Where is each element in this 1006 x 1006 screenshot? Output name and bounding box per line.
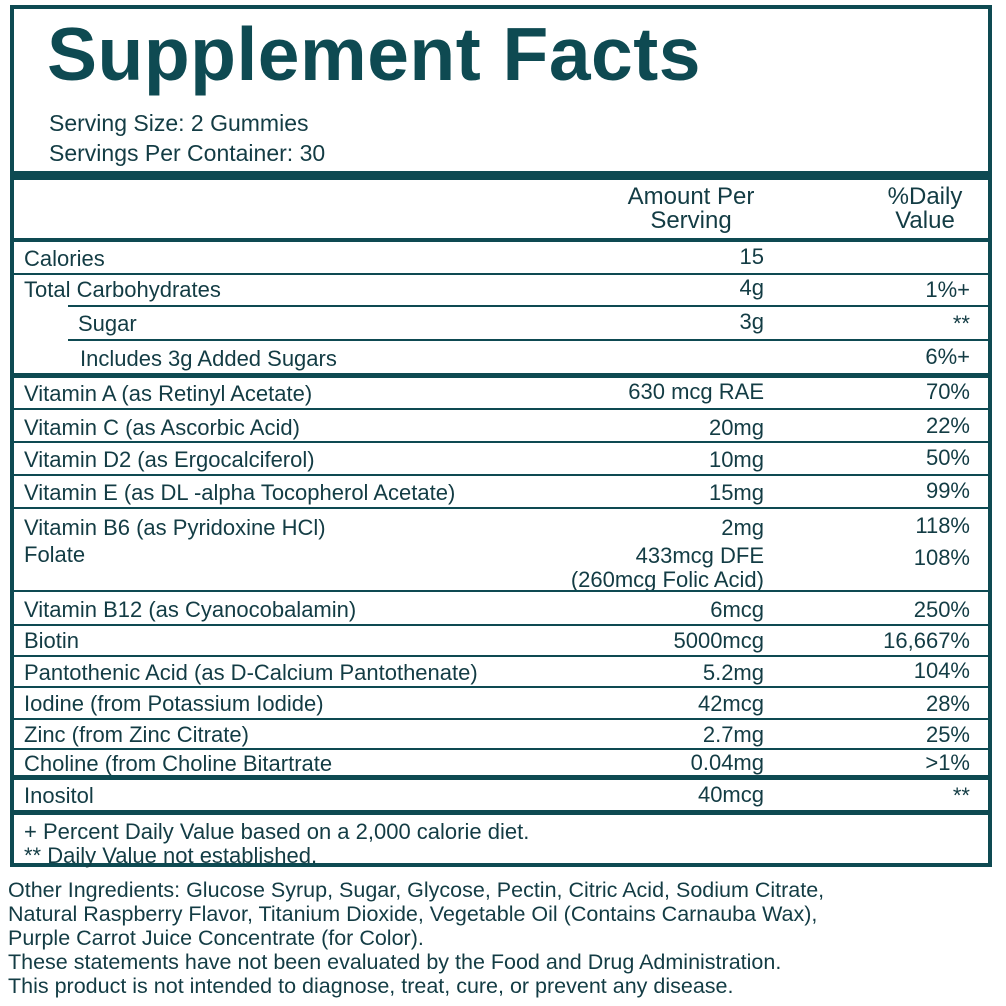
nutrient-name: Includes 3g Added Sugars bbox=[80, 346, 337, 371]
footnote-not-established: ** Daily Value not established. bbox=[24, 843, 318, 868]
nutrient-name: Biotin bbox=[24, 628, 80, 653]
row-divider bbox=[14, 748, 988, 750]
nutrient-amount: 4g bbox=[739, 275, 764, 300]
nutrient-amount: 630 mcg RAE bbox=[628, 379, 764, 404]
nutrient-name: Inositol bbox=[24, 783, 94, 808]
row-divider bbox=[14, 474, 988, 476]
nutrient-amount: 6mcg bbox=[710, 597, 764, 622]
daily-value-header: %Daily Value bbox=[870, 185, 980, 233]
amount-header: Amount Per Serving bbox=[606, 185, 776, 233]
nutrient-name: Vitamin C (as Ascorbic Acid) bbox=[24, 415, 300, 440]
nutrient-name: Folate bbox=[24, 542, 86, 567]
nutrient-name: Total Carbohydrates bbox=[24, 277, 221, 302]
nutrient-daily-value: 28% bbox=[925, 691, 970, 716]
row-divider bbox=[14, 624, 988, 626]
section-divider bbox=[14, 775, 988, 780]
nutrient-daily-value: 118% bbox=[915, 513, 970, 538]
header-divider bbox=[14, 238, 988, 242]
section-divider bbox=[14, 810, 988, 815]
nutrient-daily-value: >1% bbox=[925, 750, 970, 775]
nutrient-amount: 3g bbox=[739, 309, 764, 334]
nutrient-daily-value: ** bbox=[952, 783, 970, 808]
nutrient-daily-value: 1%+ bbox=[925, 277, 970, 302]
nutrient-daily-value: 22% bbox=[925, 413, 970, 438]
servings-per-container: Servings Per Container: 30 bbox=[49, 140, 326, 166]
nutrient-amount: 5000mcg bbox=[673, 628, 764, 653]
nutrient-daily-value: 70% bbox=[925, 379, 970, 404]
nutrient-amount: 15 bbox=[739, 244, 764, 269]
nutrient-daily-value: 108% bbox=[913, 545, 970, 570]
nutrient-amount: 5.2mg bbox=[702, 660, 764, 685]
nutrient-name: Calories bbox=[24, 246, 105, 271]
row-divider bbox=[14, 441, 988, 443]
footnote-percent-daily-value: + Percent Daily Value based on a 2,000 c… bbox=[24, 819, 530, 844]
nutrient-name: Zinc (from Zinc Citrate) bbox=[24, 722, 249, 747]
other-ingredients-line3: Purple Carrot Juice Concentrate (for Col… bbox=[8, 926, 424, 950]
serving-size: Serving Size: 2 Gummies bbox=[49, 110, 309, 136]
other-ingredients-line1: Other Ingredients: Glucose Syrup, Sugar,… bbox=[8, 878, 825, 902]
nutrient-name: Vitamin E (as DL -alpha Tocopherol Aceta… bbox=[24, 480, 456, 505]
section-divider bbox=[14, 373, 988, 378]
nutrient-name: Vitamin A (as Retinyl Acetate) bbox=[24, 381, 313, 406]
nutrient-amount: 0.04mg bbox=[690, 750, 764, 775]
nutrient-daily-value: ** bbox=[952, 311, 970, 336]
nutrient-name: Sugar bbox=[78, 311, 137, 336]
row-divider bbox=[68, 339, 988, 341]
row-divider bbox=[14, 686, 988, 688]
row-divider bbox=[14, 590, 988, 592]
nutrient-amount: 40mcg bbox=[697, 782, 764, 807]
row-divider bbox=[14, 273, 988, 275]
nutrient-amount: 433mcg DFE bbox=[635, 543, 764, 568]
nutrient-name: Iodine (from Potassium Iodide) bbox=[24, 691, 324, 716]
row-divider bbox=[68, 305, 988, 307]
nutrient-daily-value: 16,667% bbox=[883, 628, 970, 653]
nutrient-name: Vitamin D2 (as Ergocalciferol) bbox=[24, 447, 315, 472]
row-divider bbox=[14, 655, 988, 657]
fda-disclaimer-line2: This product is not intended to diagnose… bbox=[8, 974, 734, 998]
nutrient-daily-value: 104% bbox=[913, 658, 970, 683]
nutrient-daily-value: 250% bbox=[913, 597, 970, 622]
nutrient-daily-value: 50% bbox=[925, 445, 970, 470]
nutrient-daily-value: 6%+ bbox=[925, 344, 970, 369]
other-ingredients-line2: Natural Raspberry Flavor, Titanium Dioxi… bbox=[8, 902, 818, 926]
nutrient-name: Pantothenic Acid (as D-Calcium Pantothen… bbox=[24, 660, 478, 685]
dv-header-line1: %Daily bbox=[887, 183, 963, 210]
nutrient-daily-value: 25% bbox=[925, 722, 970, 747]
amount-header-line2: Serving bbox=[650, 207, 732, 234]
dv-header-line2: Value bbox=[895, 207, 955, 234]
fda-disclaimer-line1: These statements have not been evaluated… bbox=[8, 950, 782, 974]
panel-title: Supplement Facts bbox=[47, 12, 701, 96]
supplement-facts-panel: Supplement Facts Serving Size: 2 Gummies… bbox=[10, 5, 992, 867]
nutrient-amount: 2mg bbox=[721, 515, 764, 540]
nutrient-name: Choline (from Choline Bitartrate bbox=[24, 751, 333, 776]
nutrient-amount: 2.7mg bbox=[702, 722, 764, 747]
nutrient-name: Vitamin B12 (as Cyanocobalamin) bbox=[24, 597, 357, 622]
nutrient-daily-value: 99% bbox=[925, 478, 970, 503]
amount-header-line1: Amount Per bbox=[627, 183, 755, 210]
other-ingredients: Other Ingredients: Glucose Syrup, Sugar,… bbox=[8, 878, 1003, 998]
row-divider bbox=[14, 718, 988, 720]
row-divider bbox=[14, 507, 988, 509]
nutrient-amount: 20mg bbox=[708, 415, 764, 440]
row-divider bbox=[14, 408, 988, 410]
nutrient-amount: 42mcg bbox=[697, 691, 764, 716]
nutrient-name: Vitamin B6 (as Pyridoxine HCl) bbox=[24, 515, 326, 540]
nutrient-amount: 10mg bbox=[708, 447, 764, 472]
nutrient-amount-detail: (260mcg Folic Acid) bbox=[570, 567, 764, 592]
nutrient-amount: 15mg bbox=[708, 480, 764, 505]
thick-divider bbox=[14, 171, 988, 180]
